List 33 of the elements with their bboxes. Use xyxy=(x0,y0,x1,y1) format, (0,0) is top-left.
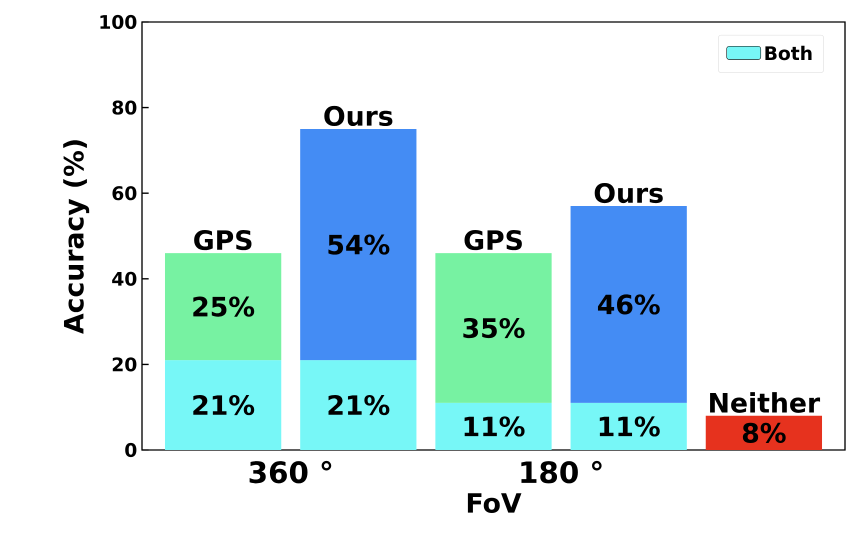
y-axis-title: Accuracy (%) xyxy=(63,140,90,334)
bar xyxy=(300,360,416,450)
text: 360 ° xyxy=(250,460,332,484)
data-label: 11% xyxy=(464,416,525,437)
annotation: GPS xyxy=(194,230,252,250)
annotation: Ours xyxy=(594,182,663,204)
data-label: 25% xyxy=(193,296,254,317)
data-label: 54% xyxy=(328,234,390,255)
y-tick-label: 60 xyxy=(112,186,136,200)
data-label: 21% xyxy=(328,394,390,416)
data-label: 46% xyxy=(598,294,660,315)
text: 180 ° xyxy=(521,460,602,484)
data-label: 35% xyxy=(463,318,525,338)
bar xyxy=(570,206,687,403)
y-tick-label: 80 xyxy=(112,100,136,115)
bar xyxy=(435,402,552,450)
bar xyxy=(164,360,282,450)
annotation: Ours xyxy=(324,106,392,126)
legend-label: Both xyxy=(765,46,812,60)
y-tick-label: 0 xyxy=(125,442,136,458)
y-tick-label: 40 xyxy=(112,272,136,286)
data-label: 21% xyxy=(193,394,254,416)
annotation: Neither xyxy=(710,392,820,413)
y-tick-label: 100 xyxy=(100,14,136,30)
bar xyxy=(164,253,282,360)
bar xyxy=(435,253,552,403)
data-label: 8% xyxy=(742,422,786,443)
bar xyxy=(300,129,416,360)
bar xyxy=(570,402,687,450)
annotation: GPS xyxy=(464,230,522,250)
data-label: 11% xyxy=(600,416,660,437)
x-axis-title: FoV xyxy=(468,493,522,514)
y-tick-label: 20 xyxy=(112,357,136,372)
